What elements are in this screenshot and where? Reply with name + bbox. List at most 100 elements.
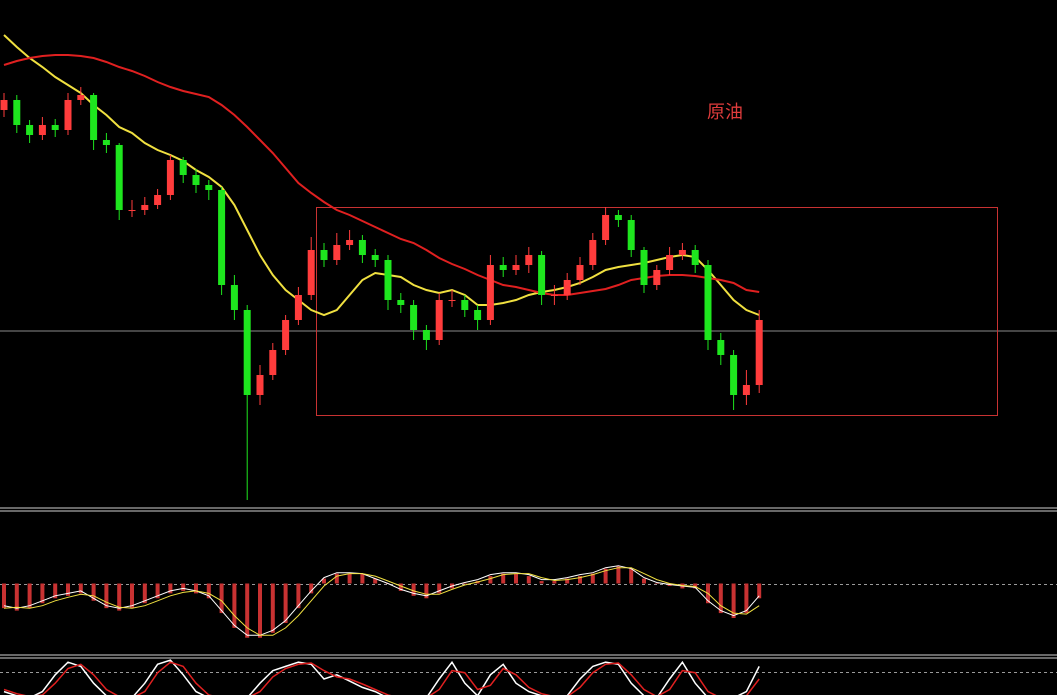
histogram-bar [155, 583, 160, 599]
histogram-bar [104, 583, 109, 609]
histogram-bar [642, 578, 646, 584]
candle-body [589, 240, 597, 265]
candle-body [307, 250, 315, 295]
candle-body [461, 300, 469, 310]
histogram-bar [360, 573, 365, 584]
candle-body [26, 125, 34, 135]
histogram-bar [654, 583, 659, 584]
candle-body [691, 250, 699, 265]
candle-body [448, 300, 456, 301]
histogram-bar [142, 583, 147, 604]
candle-body [525, 255, 533, 265]
candle-body [38, 125, 46, 135]
histogram-bar [219, 583, 224, 614]
candle-body [384, 260, 392, 300]
candle-body [640, 250, 648, 285]
candle-body [115, 145, 123, 210]
candle-body [320, 250, 328, 260]
candle-body [0, 100, 8, 110]
candle-body [602, 215, 610, 240]
histogram-bar [629, 568, 634, 584]
candle-body [256, 375, 264, 395]
histogram-bar [270, 583, 275, 633]
histogram-bar [2, 583, 6, 609]
candle-body [346, 240, 354, 245]
candle-body [666, 255, 674, 270]
candle-body [269, 350, 277, 375]
candle-body [64, 100, 72, 130]
histogram-bar [347, 573, 352, 584]
histogram-bar [334, 573, 339, 584]
histogram-bar [539, 581, 544, 584]
candle-body [77, 95, 85, 100]
histogram-bar [53, 583, 58, 599]
histogram-bar [731, 583, 736, 619]
candle-body [614, 215, 622, 220]
histogram-bar [437, 583, 442, 594]
candle-body [90, 95, 98, 140]
candle-body [51, 125, 59, 130]
histogram-bar [488, 576, 493, 584]
candle-body [282, 320, 290, 350]
histogram-bar [526, 576, 531, 584]
histogram-bar [206, 583, 211, 599]
histogram-bar [245, 583, 250, 638]
candle-body [678, 250, 686, 255]
histogram-bar [616, 566, 621, 584]
histogram-bar [309, 583, 314, 594]
candle-body [576, 265, 584, 280]
histogram-bar [373, 578, 378, 584]
candle-body [154, 195, 162, 205]
histogram-bar [66, 583, 70, 596]
candle-body [102, 140, 110, 145]
histogram-bar [718, 583, 723, 614]
candle-body [422, 330, 430, 340]
indicator-line [3, 567, 760, 636]
candle-body [397, 300, 405, 305]
candle-body [717, 340, 725, 355]
histogram-bar [296, 583, 301, 609]
histogram-bar [398, 583, 403, 591]
candle-body [192, 175, 200, 185]
histogram-bar [424, 583, 429, 599]
candle-body [653, 270, 661, 285]
chart-title: 原油 [707, 102, 743, 123]
histogram-bar [168, 583, 173, 594]
indicator-line [3, 565, 760, 636]
histogram-bar [590, 573, 595, 584]
candle-body [410, 305, 418, 330]
candle-body [563, 280, 571, 295]
candle-body [294, 295, 302, 320]
candle-body [499, 265, 507, 270]
histogram-bar [91, 583, 96, 601]
indicator-line [3, 34, 760, 317]
candle-body [230, 285, 238, 310]
histogram-bar [181, 583, 186, 591]
candle-body [742, 385, 750, 395]
candle-body [371, 255, 379, 260]
candle-body [179, 160, 187, 175]
candle-body [205, 185, 213, 190]
candle-body [704, 265, 712, 340]
histogram-bar [693, 583, 698, 589]
histogram-bar [578, 576, 582, 584]
candle-body [474, 310, 482, 320]
histogram-bar [757, 583, 762, 599]
candle-body [243, 310, 251, 395]
candle-body [512, 265, 520, 270]
candle-body [166, 160, 174, 195]
histogram-bar [130, 583, 134, 609]
histogram-bar [603, 568, 608, 584]
histogram-bar [501, 573, 506, 584]
candle-body [358, 240, 366, 255]
candle-body [333, 245, 341, 260]
histogram-bar [322, 578, 326, 584]
histogram-bar [27, 583, 32, 609]
candle-body [755, 320, 763, 385]
candle-body [128, 210, 136, 211]
histogram-bar [462, 583, 467, 584]
histogram-bar [40, 583, 45, 604]
candle-body [141, 205, 149, 210]
